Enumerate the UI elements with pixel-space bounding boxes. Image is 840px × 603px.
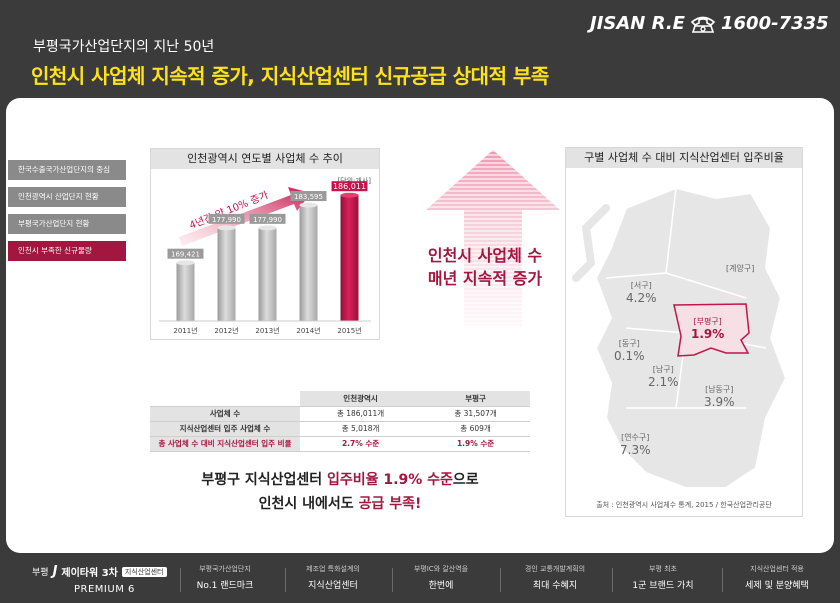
district-map: 구별 사업체 수 대비 지식산업센터 입주비율 [계양구] [서구] 4.2% [… xyxy=(565,147,803,517)
category-label: 2014년 xyxy=(296,326,320,335)
callout-line-2: 매년 지속적 증가 xyxy=(427,269,543,288)
chart-title: 인천광역시 연도별 사업체 수 추이 xyxy=(151,149,379,169)
region-gyeyang: [계양구] xyxy=(726,264,755,273)
conclusion-text: 부평구 지식산업센터 입주비율 1.9% 수준으로 인천시 내에서도 공급 부족… xyxy=(201,472,479,512)
business-count-chart: 인천광역시 연도별 사업체 수 추이 4년간 약 10% 증가 [단위:개사] … xyxy=(150,148,380,340)
callout-line-1: 인천시 사업체 수 xyxy=(427,246,543,265)
value-label: 186,011 xyxy=(333,182,366,191)
table-row-highlight: 총 사업체 수 대비 지식산업센터 입주 비율 2.7% 수준 1.9% 수준 xyxy=(150,436,530,452)
comparison-table: 인천광역시 부평구 사업체 수 총 186,011개 총 31,507개 지식산… xyxy=(150,391,530,452)
bar-cap xyxy=(340,192,359,198)
value-label: 183,595 xyxy=(294,193,323,201)
value-label-bg xyxy=(331,181,368,192)
page-subtitle: 부평국가산업단지의 지난 50년 xyxy=(33,39,215,55)
chart-unit: [단위:개사] xyxy=(337,176,371,185)
tab-export-center[interactable]: 한국수출국가산업단지의 중심 xyxy=(8,160,126,180)
value-label-bg xyxy=(208,213,245,224)
chart-canvas: 4년간 약 10% 증가 [단위:개사] 169,4212011년177,990… xyxy=(159,176,371,335)
bar-2013년 xyxy=(258,227,277,321)
footer-item: 부평IC와 갈산역을 한번에 xyxy=(413,565,469,591)
footer-item: 부평 최초 1군 브랜드 가치 xyxy=(632,565,694,591)
category-label: 2011년 xyxy=(173,326,197,335)
value-label-bg xyxy=(249,213,286,224)
bar-2011년 xyxy=(176,262,195,321)
bar-cap xyxy=(176,260,195,266)
region-bupyeong: [부평구] 1.9% xyxy=(691,317,725,341)
bar-cap xyxy=(217,225,236,231)
phone-contact[interactable]: 1600-7335 xyxy=(690,13,829,34)
col-bupyeong: 부평구 xyxy=(421,391,530,407)
bar-cap xyxy=(299,202,318,208)
region-yeonsu: [연수구] 7.3% xyxy=(620,433,651,457)
bar-cap xyxy=(258,225,277,231)
phone-number: 1600-7335 xyxy=(721,13,829,34)
footer-item: 제조업 특화설계의 지식산업센터 xyxy=(306,565,360,591)
category-label: 2013년 xyxy=(255,326,279,335)
footer-item: 부평국가산업단지 No.1 랜드마크 xyxy=(196,565,254,591)
table-header-row: 인천광역시 부평구 xyxy=(150,391,530,407)
bar-2015년 xyxy=(340,195,359,321)
value-label: 169,421 xyxy=(171,251,200,259)
premium-label: PREMIUM 6 xyxy=(74,584,135,595)
bar-2014년 xyxy=(299,205,318,321)
region-seo: [서구] 4.2% xyxy=(626,281,657,305)
region-dong: [동구] 0.1% xyxy=(614,339,645,363)
map-title: 구별 사업체 수 대비 지식산업센터 입주비율 xyxy=(566,148,802,168)
tab-bupyeong-status[interactable]: 부평국가산업단지 현황 xyxy=(8,214,126,234)
footer-logo: 부평 J 제이타워 3차 지식산업센터 xyxy=(32,564,167,579)
tab-incheon-industrial[interactable]: 인천광역시 산업단지 현황 xyxy=(8,187,126,207)
brand-logo: JISAN R.E xyxy=(590,13,685,34)
table-row: 사업체 수 총 186,011개 총 31,507개 xyxy=(150,406,530,422)
value-label: 177,990 xyxy=(253,216,282,224)
footer-item: 경인 교통개발계획의 최대 수혜지 xyxy=(524,565,586,591)
footer-item: 지식산업센터 적용 세제 및 분양혜택 xyxy=(745,565,809,591)
region-nam: [남구] 2.1% xyxy=(648,365,679,389)
bar-2012년 xyxy=(217,227,236,321)
up-arrow-graphic xyxy=(426,150,560,328)
map-source: 출처 : 인천광역시 사업체수 통계, 2015 / 한국산업관리공단 xyxy=(596,501,772,509)
trend-arrow xyxy=(179,187,311,246)
page-title: 인천시 사업체 지속적 증가, 지식산업센터 신규공급 상대적 부족 xyxy=(31,64,549,88)
category-label: 2012년 xyxy=(214,326,238,335)
tab-insufficient-supply[interactable]: 인천시 부족한 신규물량 xyxy=(8,241,126,261)
incheon-map-shape xyxy=(572,186,788,488)
value-label-bg xyxy=(167,248,204,259)
value-label: 177,990 xyxy=(212,216,241,224)
col-incheon: 인천광역시 xyxy=(300,391,422,407)
table-row: 지식산업센터 입주 사업체 수 총 5,018개 총 609개 xyxy=(150,421,530,437)
bupyeong-highlight xyxy=(673,303,750,357)
footer: 부평 J 제이타워 3차 지식산업센터 PREMIUM 6 부평국가산업단지 No… xyxy=(0,556,840,603)
phone-icon xyxy=(690,16,716,33)
header: 부평국가산업단지의 지난 50년 인천시 사업체 지속적 증가, 지식산업센터 … xyxy=(0,0,840,96)
j-logo-icon: J xyxy=(52,564,58,579)
growth-callout: 인천시 사업체 수 매년 지속적 증가 xyxy=(405,244,565,290)
region-namdong: [남동구] 3.9% xyxy=(704,385,735,409)
category-label: 2015년 xyxy=(337,326,361,335)
value-label-bg xyxy=(290,191,327,202)
